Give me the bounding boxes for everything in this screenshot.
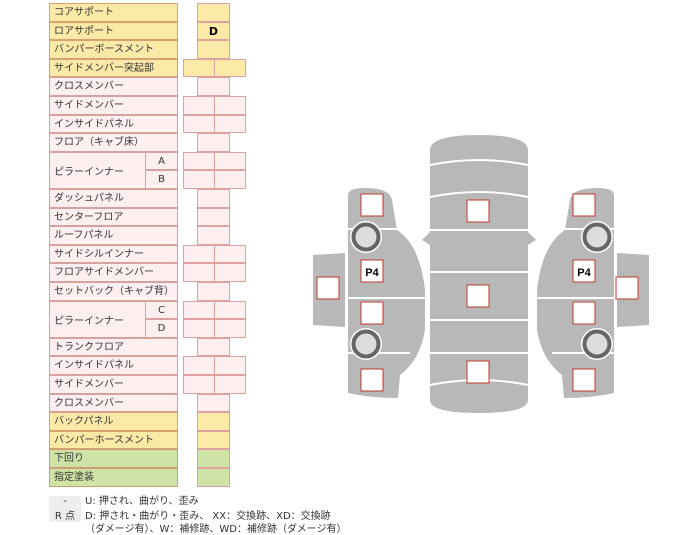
marker-box <box>316 276 340 300</box>
result-cell[interactable] <box>214 170 246 189</box>
result-cell[interactable] <box>197 77 230 96</box>
marker-box <box>360 301 384 325</box>
row-label: 指定塗装 <box>49 468 178 487</box>
result-cell[interactable] <box>197 189 230 208</box>
row-label: サイドメンバー突起部 <box>49 58 178 78</box>
right-p4-label: P4 <box>577 267 591 279</box>
result-cell[interactable] <box>197 449 230 468</box>
result-cell[interactable] <box>214 151 246 171</box>
result-cell[interactable] <box>197 226 230 245</box>
row-label: ルーフパネル <box>49 226 178 245</box>
legend-key: R 点 <box>49 507 81 522</box>
row-label: フロア（キャブ床） <box>49 133 178 152</box>
wheels <box>350 221 613 360</box>
result-cell[interactable] <box>197 133 230 152</box>
marker-box <box>360 368 384 392</box>
marker-box <box>360 193 384 217</box>
marker-box <box>360 259 384 283</box>
row-label: ピラーインナー <box>49 151 146 189</box>
result-cell[interactable] <box>214 58 246 78</box>
row-label: センターフロア <box>49 207 178 227</box>
result-cell[interactable] <box>214 300 246 320</box>
row-label: クロスメンバー <box>49 393 178 413</box>
row-label: ピラーインナー <box>49 300 146 338</box>
row-label: インサイドパネル <box>49 114 178 134</box>
row-label: サイドメンバー <box>49 96 178 115</box>
row-label: クロスメンバー <box>49 77 178 96</box>
row-label: セットバック（キャブ背） <box>49 282 178 301</box>
car-top-body <box>430 135 528 413</box>
legend-key: - <box>49 496 81 507</box>
row-sub-label: D <box>145 319 178 338</box>
result-cell[interactable] <box>197 468 230 487</box>
result-cell[interactable] <box>214 263 246 282</box>
car-left-side <box>348 188 425 398</box>
result-cell[interactable] <box>214 319 246 338</box>
row-label: ロアサポート <box>49 21 178 41</box>
result-cell[interactable] <box>197 40 230 59</box>
marker-box <box>466 199 490 223</box>
marker-box <box>572 368 596 392</box>
result-cell[interactable] <box>197 337 230 357</box>
row-label: サイドメンバー <box>49 375 178 394</box>
car-right-side <box>537 188 614 398</box>
row-sub-label: B <box>145 170 178 189</box>
result-cell[interactable] <box>214 356 246 375</box>
result-cell[interactable] <box>197 282 230 301</box>
row-sub-label: C <box>145 300 178 320</box>
legend-text: （ダメージ有）、W：補修跡、WD：補修跡（ダメージ有） <box>85 524 347 535</box>
row-label: ダッシュパネル <box>49 189 178 208</box>
result-cell[interactable] <box>197 430 230 450</box>
result-cell[interactable] <box>197 393 230 413</box>
row-label: インサイドパネル <box>49 356 178 375</box>
row-label: サイドシルインナー <box>49 244 178 264</box>
row-label: トランクフロア <box>49 337 178 357</box>
legend-text: U: 押され、曲がり、歪み <box>85 496 199 507</box>
row-label: フロアサイドメンバー <box>49 263 178 282</box>
marker-box <box>572 193 596 217</box>
row-label: バンパーボースメント <box>49 40 178 59</box>
legend-text: D: 押され・曲がり・歪み、 XX：交換跡、XD：交換跡 <box>85 511 331 522</box>
result-cell[interactable] <box>197 412 230 431</box>
result-cell[interactable]: D <box>197 21 230 41</box>
marker-box <box>572 301 596 325</box>
result-cell[interactable] <box>214 96 246 115</box>
result-cell[interactable] <box>214 375 246 394</box>
result-cell[interactable] <box>197 207 230 227</box>
left-p4-label: P4 <box>365 267 379 279</box>
row-label: バックパネル <box>49 412 178 431</box>
row-sub-label: A <box>145 151 178 171</box>
row-label: 下回り <box>49 449 178 468</box>
result-cell[interactable] <box>197 3 230 22</box>
row-label: コアサポート <box>49 3 178 22</box>
result-cell[interactable] <box>214 244 246 264</box>
row-label: バンパーホースメント <box>49 430 178 450</box>
marker-box <box>615 276 639 300</box>
marker-box <box>466 360 490 384</box>
marker-box <box>572 259 596 283</box>
result-cell[interactable] <box>214 114 246 134</box>
marker-box <box>466 284 490 308</box>
